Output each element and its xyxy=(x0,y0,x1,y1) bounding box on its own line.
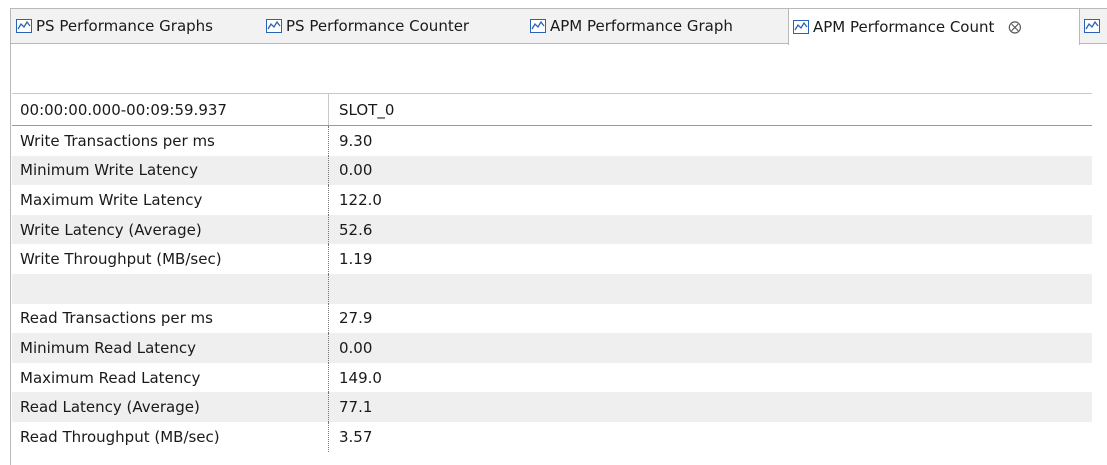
metric-name: Maximum Write Latency xyxy=(20,190,203,209)
metric-value: 3.57 xyxy=(328,421,372,452)
metric-name: Write Throughput (MB/sec) xyxy=(20,250,222,269)
tab[interactable]: PS Performance Graphs xyxy=(12,8,213,44)
table-body: Write Transactions per ms 9.30 Minimum Wri… xyxy=(12,126,1092,452)
table-row[interactable]: Write Transactions per ms 9.30 xyxy=(12,126,1092,156)
tab[interactable]: APM Performance Count ⨂ xyxy=(788,8,1080,45)
metric-name: Read Throughput (MB/sec) xyxy=(20,427,220,446)
table-row[interactable]: Read Transactions per ms 27.9 xyxy=(12,303,1092,334)
header-row: 00:00:00.000-00:09:59.937 SLOT_0 xyxy=(12,93,1092,126)
table-row[interactable]: Minimum Write Latency 0.00 xyxy=(12,155,1092,186)
table-row[interactable]: Write Latency (Average) 52.6 xyxy=(12,214,1092,245)
metric-value: 9.30 xyxy=(328,126,372,156)
tab-icon xyxy=(793,20,809,34)
tab-label: APM Performance Count xyxy=(813,18,995,36)
table-row[interactable]: Maximum Read Latency 149.0 xyxy=(12,362,1092,393)
metric-value: 1.19 xyxy=(328,244,372,274)
tab-label: PS Performance Graphs xyxy=(36,17,213,35)
metric-name: Minimum Read Latency xyxy=(20,338,197,357)
metric-name: Write Latency (Average) xyxy=(20,220,202,239)
metric-value: 0.00 xyxy=(328,333,372,363)
empty-cell xyxy=(328,273,339,304)
metric-name: Write Transactions per ms xyxy=(20,131,215,150)
metric-name: Read Latency (Average) xyxy=(20,398,200,417)
table: 00:00:00.000-00:09:59.937 SLOT_0 Write T… xyxy=(12,93,1092,452)
tab-label: PS Performance Counter xyxy=(286,17,470,35)
close-button[interactable]: ⨂ xyxy=(1008,19,1022,35)
metric-value: 0.00 xyxy=(328,155,372,186)
tab-icon xyxy=(16,19,32,33)
metric-value: 27.9 xyxy=(328,303,372,334)
metric-name: Read Transactions per ms xyxy=(20,309,213,328)
tab-label: APM Performance Graph xyxy=(550,17,733,35)
table-row[interactable]: Write Throughput (MB/sec) 1.19 xyxy=(12,244,1092,274)
table-row[interactable]: Minimum Read Latency 0.00 xyxy=(12,333,1092,363)
header-cell[interactable]: SLOT_0 xyxy=(328,94,394,125)
table-row[interactable]: Read Latency (Average) 77.1 xyxy=(12,392,1092,422)
table-row[interactable]: Read Throughput (MB/sec) 3.57 xyxy=(12,421,1092,452)
metric-value: 52.6 xyxy=(328,214,372,245)
tab-icon xyxy=(1084,19,1100,33)
metric-value: 122.0 xyxy=(328,185,382,215)
tab[interactable]: PS Performance Counter xyxy=(262,8,469,44)
metric-value: 77.1 xyxy=(328,392,372,422)
tab[interactable]: APM Performance Graph xyxy=(526,8,733,44)
metric-value: 149.0 xyxy=(328,362,382,393)
table-row[interactable]: Maximum Write Latency 122.0 xyxy=(12,185,1092,215)
table-row[interactable] xyxy=(12,273,1092,304)
metric-name: Maximum Read Latency xyxy=(20,368,201,387)
view-frame xyxy=(10,8,1107,465)
metric-name: Minimum Write Latency xyxy=(20,161,198,180)
tab-icon xyxy=(530,19,546,33)
tab-icon xyxy=(266,19,282,33)
tab[interactable] xyxy=(1080,8,1104,44)
header-cell[interactable]: 00:00:00.000-00:09:59.937 xyxy=(20,100,227,119)
